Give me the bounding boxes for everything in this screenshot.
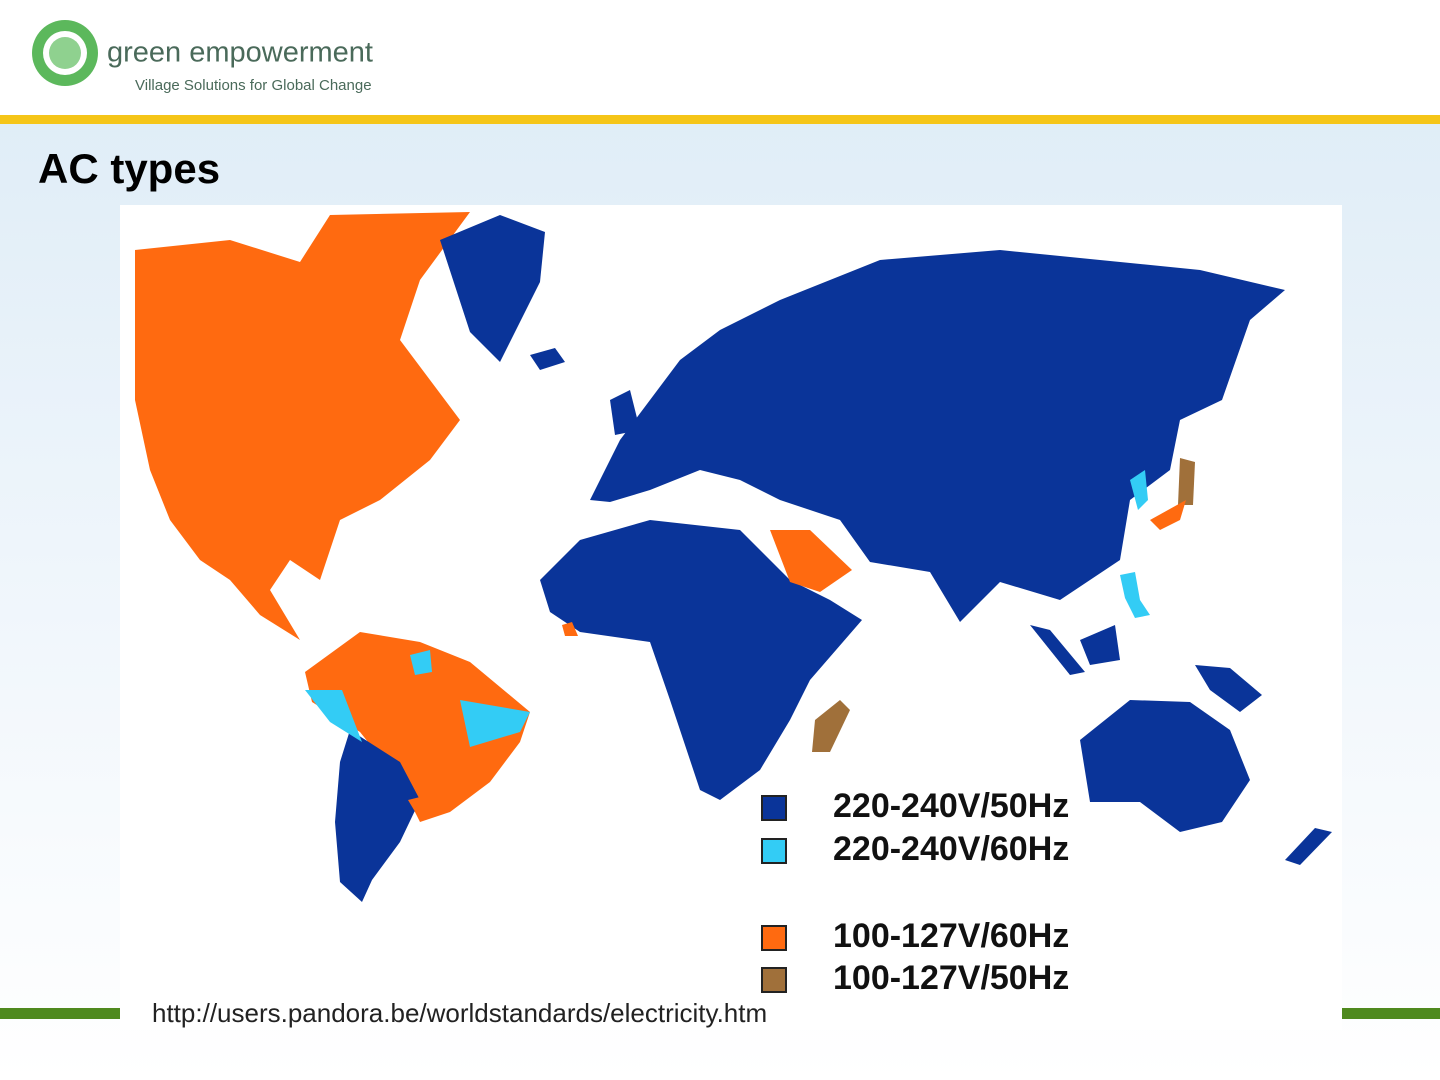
legend-label: 100-127V/60Hz (833, 917, 1069, 955)
korea (1130, 470, 1148, 510)
tagline: Village Solutions for Global Change (135, 77, 372, 94)
new-guinea (1195, 665, 1262, 712)
legend-label: 100-127V/50Hz (833, 959, 1069, 997)
liberia (562, 622, 578, 636)
south-america-north (305, 632, 530, 822)
legend-swatch (761, 795, 787, 821)
legend-label: 220-240V/50Hz (833, 787, 1069, 825)
iceland (530, 348, 565, 370)
bolivia (305, 690, 362, 742)
source-url: http://users.pandora.be/worldstandards/e… (152, 998, 767, 1028)
logo-center (49, 37, 81, 69)
world-map (135, 212, 1332, 902)
south-america-south (335, 730, 420, 902)
greenland (440, 215, 545, 362)
legend-swatch (761, 838, 787, 864)
arabia (770, 530, 852, 592)
sumatra (1030, 625, 1085, 675)
slide-title: AC types (38, 145, 220, 192)
brazil-south (408, 792, 445, 820)
legend-swatch (761, 967, 787, 993)
japan-east (1178, 458, 1195, 505)
legend-label: 220-240V/60Hz (833, 830, 1069, 868)
new-zealand (1285, 828, 1332, 865)
legend-swatch (761, 925, 787, 951)
brand: green empowerment (107, 37, 373, 69)
logo (32, 20, 98, 86)
africa (540, 520, 862, 800)
legend: 220-240V/50Hz 220-240V/60Hz 100-127V/60Hz 1… (761, 787, 1069, 997)
britain (610, 390, 640, 435)
guyana (410, 650, 432, 675)
north-america (135, 212, 470, 640)
australia (1080, 700, 1250, 832)
brazil-east (460, 700, 530, 747)
eurasia (590, 250, 1285, 622)
japan-west (1150, 500, 1186, 530)
madagascar (812, 700, 850, 752)
borneo (1080, 625, 1120, 665)
header-rule (0, 115, 1440, 124)
header-band (0, 0, 1440, 115)
philippines (1120, 572, 1150, 618)
